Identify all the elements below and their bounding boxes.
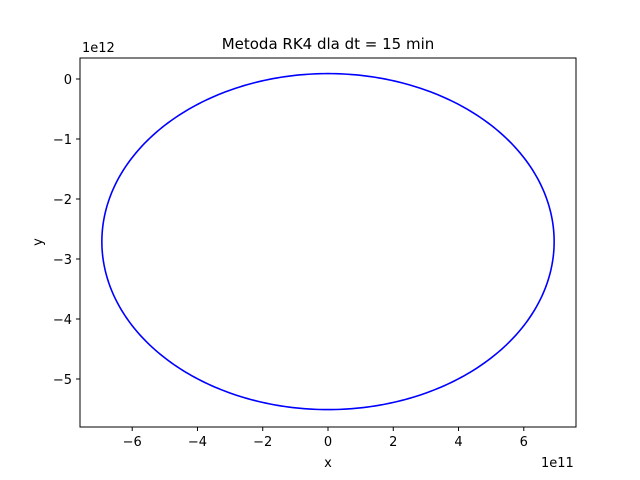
- y-tick-label: −5: [53, 373, 72, 388]
- x-axis: −6 −4 −2 0 2 4 6: [123, 427, 528, 450]
- x-tick-label: 2: [389, 435, 397, 450]
- x-tick-label: −4: [188, 435, 207, 450]
- x-tick-label: −2: [253, 435, 272, 450]
- plot-area: [101, 72, 555, 411]
- y-tick-label: −2: [53, 193, 72, 208]
- y-axis: 0 −1 −2 −3 −4 −5: [53, 73, 80, 388]
- y-offset-label: 1e12: [82, 41, 115, 56]
- x-tick-label: 0: [324, 435, 332, 450]
- x-tick-label: 4: [454, 435, 462, 450]
- x-axis-label: x: [324, 456, 332, 471]
- x-tick-label: 6: [520, 435, 528, 450]
- chart-title: Metoda RK4 dla dt = 15 min: [222, 35, 435, 53]
- y-tick-label: −4: [53, 313, 72, 328]
- y-tick-label: 0: [64, 73, 72, 88]
- y-tick-label: −1: [53, 133, 72, 148]
- x-tick-label: −6: [123, 435, 142, 450]
- y-axis-label: y: [31, 238, 46, 246]
- x-offset-label: 1e11: [541, 456, 574, 471]
- y-tick-label: −3: [53, 253, 72, 268]
- series-line-0: [101, 72, 555, 411]
- axes-frame: [79, 57, 577, 428]
